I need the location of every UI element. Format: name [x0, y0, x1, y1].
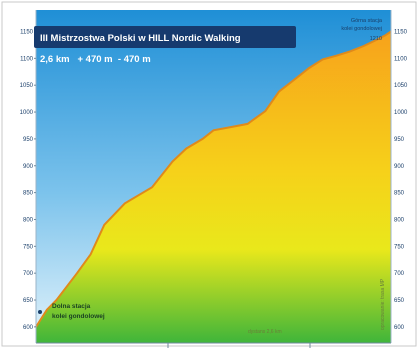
y-tick-labels-right: 600 650 700 750 800 850 900 950 1000 1050 1100 1150 [394, 30, 408, 331]
y-tick-label-right: 850 [394, 191, 405, 197]
y-tick-label-left: 750 [23, 244, 34, 250]
start-label-line1: Dolna stacja [52, 303, 91, 310]
elevation-area [36, 31, 391, 343]
y-tick-label-right: 1100 [394, 56, 408, 62]
chart-title: III Mistrzostwa Polski w HILL Nordic Wal… [40, 33, 241, 44]
y-tick-label-left: 1000 [20, 110, 34, 116]
side-text: opracowanie: trasa MP [380, 278, 386, 330]
y-tick-label-right: 800 [394, 218, 405, 224]
elevation-line [35, 30, 392, 328]
y-tick-label-right: 700 [394, 271, 405, 277]
y-tick-label-right: 750 [394, 244, 405, 250]
footer-text: dystans 2,6 km [248, 329, 282, 335]
y-tick-label-right: 1000 [394, 110, 408, 116]
end-label-line2: kolei gondolowej [341, 26, 382, 32]
y-tick-label-right: 900 [394, 164, 405, 170]
y-tick-label-left: 1050 [20, 83, 34, 89]
y-tick-label-right: 1050 [394, 83, 408, 89]
start-label-line2: kolei gondolowej [52, 313, 105, 320]
y-tick-label-left: 900 [23, 164, 34, 170]
y-tick-label-left: 800 [23, 218, 34, 224]
chart-subtitle: 2,6 km + 470 m - 470 m [40, 54, 151, 65]
y-tick-label-left: 1150 [20, 30, 34, 36]
y-tick-labels-left: 600 650 700 750 800 850 900 950 1000 1050 1100 1150 [20, 30, 36, 331]
y-tick-label-left: 850 [23, 191, 34, 197]
title-box [34, 26, 296, 48]
start-marker [38, 310, 42, 314]
end-label-line3: 1210 [370, 36, 382, 42]
y-tick-label-left: 950 [23, 137, 34, 143]
y-tick-label-right: 600 [394, 325, 405, 331]
y-tick-label-right: 1150 [394, 30, 408, 36]
y-tick-label-left: 700 [23, 271, 34, 277]
end-label-line1: Górna stacja [351, 18, 383, 24]
y-tick-label-right: 650 [394, 298, 405, 304]
y-tick-label-left: 1100 [20, 56, 34, 62]
y-tick-label-right: 950 [394, 137, 405, 143]
y-tick-label-left: 650 [23, 298, 34, 304]
y-tick-label-left: 600 [23, 325, 34, 331]
